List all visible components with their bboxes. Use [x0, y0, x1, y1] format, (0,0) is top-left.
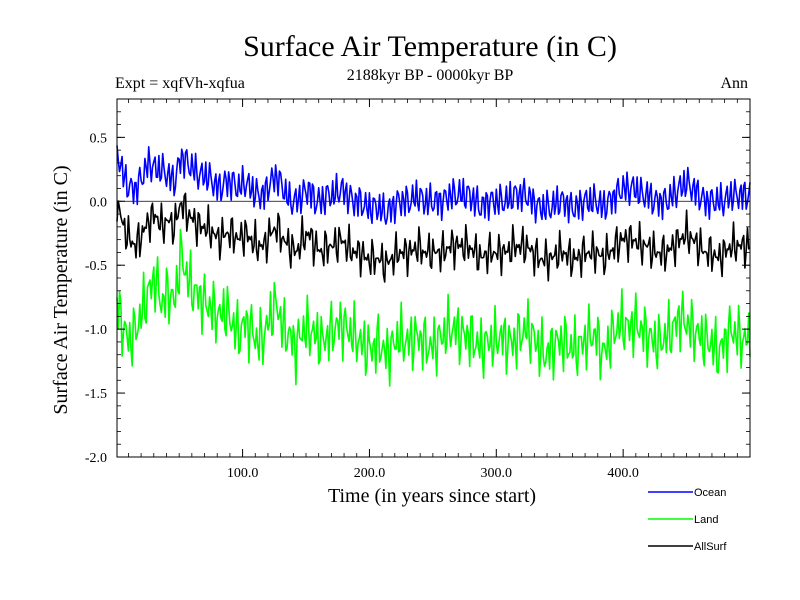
- chart-title: Surface Air Temperature (in C): [243, 30, 617, 63]
- y-tick-label: 0.0: [90, 195, 108, 210]
- y-tick-label: -1.0: [85, 323, 107, 338]
- y-tick-label: -0.5: [85, 259, 107, 274]
- legend: Ocean Land AllSurf: [648, 487, 727, 553]
- x-tick-label: 300.0: [481, 466, 513, 481]
- plot-frame: [116, 98, 751, 458]
- legend-label-land: Land: [694, 514, 718, 526]
- y-tick-label: 0.5: [90, 131, 108, 146]
- x-tick-label: 200.0: [354, 466, 386, 481]
- legend-label-ocean: Ocean: [694, 487, 726, 499]
- x-tick-label: 400.0: [607, 466, 639, 481]
- y-tick-label: -1.5: [85, 387, 107, 402]
- period-label: Ann: [720, 75, 748, 92]
- series-line-land: [116, 228, 751, 387]
- legend-label-allsurf: AllSurf: [694, 541, 727, 553]
- chart-subtitle: 2188kyr BP - 0000kyr BP: [347, 67, 514, 84]
- series-line-ocean: [116, 145, 751, 225]
- x-axis-label: Time (in years since start): [328, 485, 536, 507]
- series-layer: [116, 145, 751, 387]
- y-tick-label: -2.0: [85, 451, 107, 466]
- x-tick-label: 100.0: [227, 466, 259, 481]
- y-axis-label: Surface Air Temperature (in C): [50, 165, 72, 414]
- series-line-allsurf: [116, 192, 751, 283]
- ticks-layer: -2.0 -1.5 -1.0 -0.5 0.0 0.5 100.0 200.0 300.0 400…: [85, 98, 750, 481]
- experiment-label: Expt = xqfVh-xqfua: [115, 75, 245, 92]
